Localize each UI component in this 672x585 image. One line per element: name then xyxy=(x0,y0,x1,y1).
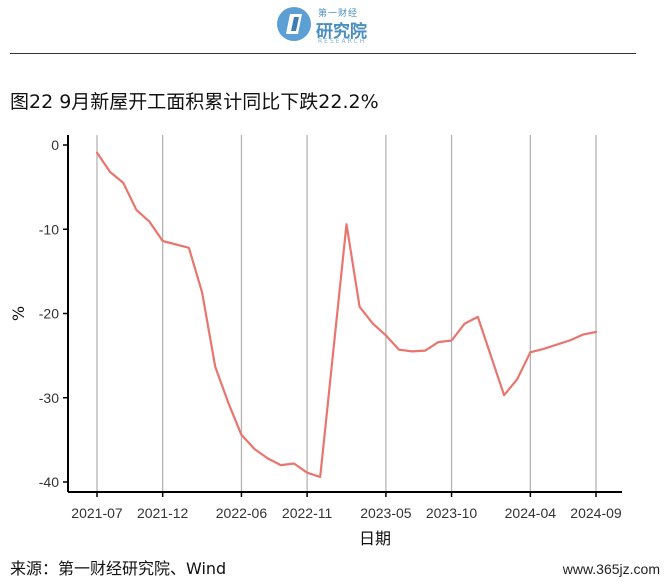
x-tick-label: 2023-05 xyxy=(360,505,412,521)
x-tick-label: 2022-11 xyxy=(282,505,333,521)
x-tick-label: 2024-09 xyxy=(570,505,622,521)
header-divider xyxy=(10,53,636,54)
logo: 第一财经 研究院 RESEARCH xyxy=(276,4,406,48)
x-tick-label: 2024-04 xyxy=(505,505,557,521)
logo-subtitle: 第一财经 xyxy=(318,9,359,19)
x-tick-label: 2022-06 xyxy=(216,505,268,521)
chart-title: 图22 9月新屋开工面积累计同比下跌22.2% xyxy=(10,91,379,113)
source-note: 来源：第一财经研究院、Wind xyxy=(10,559,227,578)
y-tick-label: -20 xyxy=(39,306,59,322)
x-tick-label: 2021-07 xyxy=(71,505,123,521)
watermark: www.365jz.com xyxy=(556,559,666,579)
logo-mark-icon xyxy=(277,7,311,41)
series-line xyxy=(95,151,598,478)
y-tick-label: -40 xyxy=(39,474,59,490)
y-tick-label: 0 xyxy=(51,137,59,153)
logo-name: 研究院 xyxy=(316,22,367,42)
y-axis-title: % xyxy=(9,306,28,321)
x-tick-label: 2023-10 xyxy=(426,505,478,521)
y-tick-label: -10 xyxy=(39,221,59,237)
logo-english: RESEARCH xyxy=(318,38,367,45)
y-tick-label: -30 xyxy=(39,390,59,406)
x-axis-title: 日期 xyxy=(359,529,391,548)
x-tick-label: 2021-12 xyxy=(137,505,189,521)
